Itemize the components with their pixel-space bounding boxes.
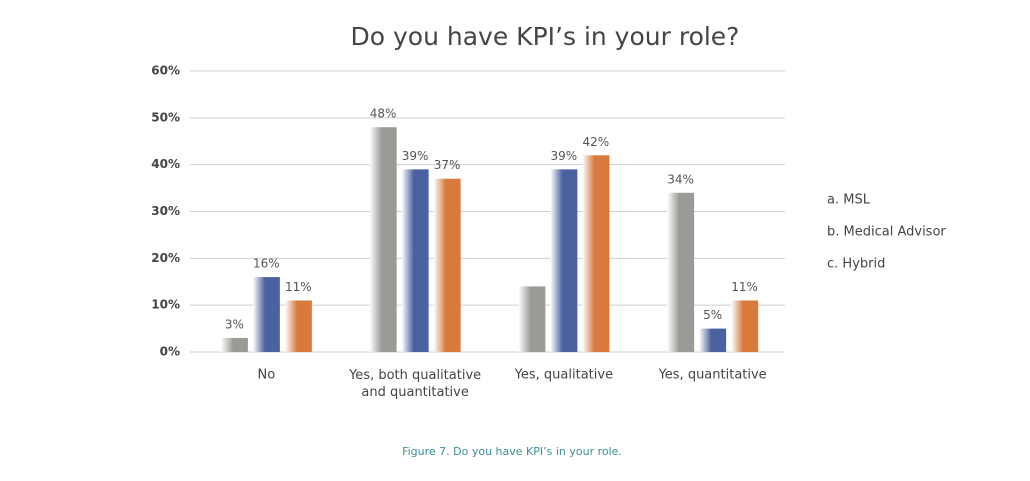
bar — [582, 155, 610, 352]
x-tick-label: Yes, both qualitative and quantitative — [348, 368, 481, 400]
y-tick-label: 60% — [151, 64, 180, 78]
value-label: 11% — [731, 280, 758, 294]
y-tick-label: 0% — [160, 345, 180, 359]
bar — [731, 300, 759, 352]
value-label: 34% — [667, 172, 694, 186]
y-tick-label: 50% — [151, 110, 180, 124]
legend-label: b. Medical Advisor — [827, 225, 946, 240]
legend-label: a. MSL — [827, 193, 871, 208]
value-label: 5% — [703, 308, 722, 322]
value-label: 39% — [551, 149, 578, 163]
bar — [518, 286, 546, 352]
y-tick-label: 40% — [151, 157, 180, 171]
bar — [369, 127, 397, 352]
y-tick-label: 10% — [151, 298, 180, 312]
bar — [284, 300, 312, 352]
bar — [220, 337, 248, 352]
bar — [252, 277, 280, 352]
bar — [667, 192, 695, 352]
legend-label: c. Hybrid — [827, 257, 885, 272]
y-tick-label: 20% — [151, 251, 180, 265]
value-label: 3% — [225, 317, 244, 331]
x-tick-label: Yes, quantitative — [658, 368, 767, 383]
x-tick-label: Yes, qualitative — [514, 368, 613, 383]
value-label: 16% — [253, 257, 280, 271]
caption: Figure 7. Do you have KPI’s in your role… — [402, 445, 622, 458]
y-tick-label: 30% — [151, 204, 180, 218]
bar — [550, 169, 578, 352]
value-label: 39% — [402, 149, 429, 163]
bar — [401, 169, 429, 352]
value-label: 48% — [370, 107, 397, 121]
bar — [699, 328, 727, 352]
bar — [433, 178, 461, 352]
value-label: 11% — [285, 280, 312, 294]
value-label: 42% — [583, 135, 610, 149]
x-tick-label: No — [258, 368, 276, 383]
chart-title: Do you have KPI’s in your role? — [351, 22, 740, 51]
value-label: 37% — [434, 158, 461, 172]
